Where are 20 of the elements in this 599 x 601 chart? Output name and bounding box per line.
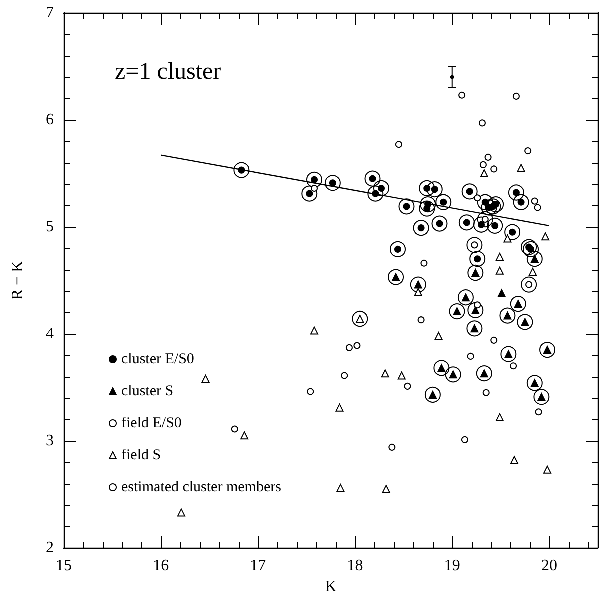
y-axis-title: R − K	[10, 260, 26, 300]
legend-label: field E/S0	[122, 416, 182, 432]
y-tick-label: 5	[46, 218, 54, 236]
x-axis-title: K	[325, 578, 338, 596]
legend-label: field S	[122, 448, 162, 464]
legend-label: cluster E/S0	[122, 352, 194, 368]
legend-label: estimated cluster members	[122, 480, 282, 496]
x-tick-label: 20	[541, 558, 558, 574]
y-tick-label: 4	[46, 326, 54, 342]
legend-label: cluster S	[122, 384, 174, 400]
y-tick-label: 6	[46, 112, 54, 128]
x-tick-label: 15	[56, 558, 72, 574]
x-tick-label: 16	[153, 558, 170, 574]
x-tick-label: 18	[347, 558, 364, 574]
x-tick-label: 17	[250, 558, 266, 574]
y-tick-label: 7	[46, 4, 54, 22]
y-tick-label: 2	[46, 540, 54, 556]
x-tick-label: 19	[444, 558, 460, 574]
y-tick-label: 3	[46, 432, 54, 450]
text: z=1 cluster	[115, 59, 222, 85]
